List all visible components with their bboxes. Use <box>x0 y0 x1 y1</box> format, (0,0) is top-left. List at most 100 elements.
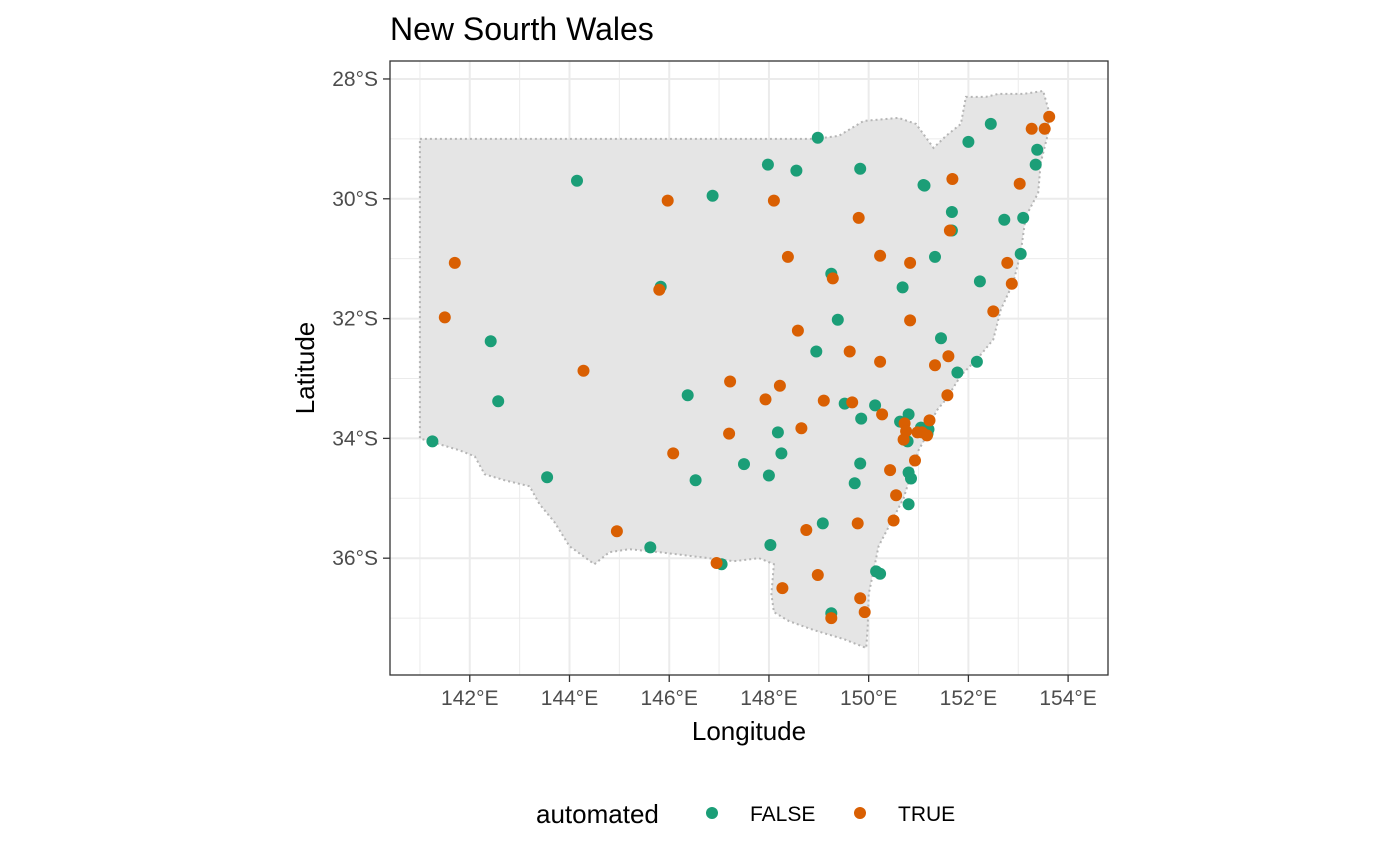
y-axis-label: Latitude <box>290 322 320 415</box>
station-point-true <box>661 194 674 207</box>
station-point-true <box>923 414 936 427</box>
station-point-false <box>905 472 917 485</box>
station-point-true <box>773 379 786 392</box>
station-point-false <box>970 355 983 368</box>
station-point-true <box>890 489 903 502</box>
station-point-true <box>946 173 959 185</box>
station-point-true <box>904 314 917 327</box>
station-point-false <box>854 457 867 470</box>
station-point-true <box>1025 122 1038 135</box>
station-point-true <box>909 454 921 467</box>
station-point-false <box>681 389 694 402</box>
station-point-false <box>541 471 554 484</box>
station-point-true <box>941 389 954 402</box>
station-point-false <box>1029 158 1042 171</box>
panel-border <box>389 60 1109 676</box>
station-point-true <box>1013 177 1026 190</box>
station-point-false <box>935 332 947 345</box>
station-point-true <box>921 429 933 442</box>
station-point-true <box>653 283 666 296</box>
station-point-true <box>800 524 813 536</box>
station-point-true <box>852 211 865 224</box>
station-point-false <box>571 174 583 187</box>
station-point-false <box>962 135 975 148</box>
station-point-true <box>826 272 839 285</box>
station-point-true <box>610 525 623 538</box>
station-point-false <box>869 399 882 412</box>
station-point-true <box>887 514 900 527</box>
x-tick-label: 142°E <box>441 687 498 710</box>
station-point-true <box>723 427 736 440</box>
x-tick-label: 146°E <box>640 687 697 710</box>
station-point-false <box>810 345 823 358</box>
station-point-true <box>851 517 864 530</box>
station-point-false <box>848 477 861 490</box>
station-point-false <box>1031 143 1044 156</box>
station-point-false <box>902 408 915 421</box>
y-tick-label: 30°S <box>332 188 378 211</box>
station-point-false <box>855 412 868 425</box>
y-axis: 28°S 30°S 32°S 34°S 36°S <box>332 68 390 570</box>
station-point-true <box>817 394 830 407</box>
station-point-false <box>775 447 788 460</box>
station-point-false <box>426 435 439 448</box>
plot-panel <box>389 60 1109 676</box>
station-point-false <box>945 206 958 218</box>
station-point-false <box>761 158 774 171</box>
station-point-true <box>448 256 461 269</box>
station-points <box>426 110 1056 625</box>
station-point-true <box>942 350 955 363</box>
station-point-false <box>738 458 750 471</box>
station-point-true <box>795 422 808 435</box>
station-point-false <box>984 117 997 130</box>
station-point-false <box>689 474 702 487</box>
station-point-false <box>874 567 887 580</box>
station-point-true <box>1043 110 1056 123</box>
station-point-true <box>987 305 1000 318</box>
station-point-true <box>943 224 956 237</box>
x-tick-label: 148°E <box>740 687 797 710</box>
station-point-false <box>902 498 915 511</box>
x-tick-label: 154°E <box>1039 687 1096 710</box>
station-point-false <box>917 179 930 191</box>
legend-label-true: TRUE <box>898 803 955 826</box>
station-point-true <box>759 393 772 406</box>
station-point-false <box>484 335 497 348</box>
station-point-true <box>858 606 871 619</box>
station-point-false <box>816 517 829 530</box>
station-point-true <box>577 364 590 377</box>
chart-title: New Sourth Wales <box>390 11 654 47</box>
station-point-true <box>767 194 780 207</box>
station-point-true <box>846 396 859 409</box>
x-tick-label: 150°E <box>840 687 897 710</box>
station-point-false <box>790 164 803 177</box>
station-point-true <box>1038 122 1051 135</box>
station-point-false <box>771 426 784 439</box>
station-point-true <box>791 324 804 337</box>
station-point-false <box>896 281 909 294</box>
station-point-true <box>904 256 917 269</box>
station-point-true <box>781 250 794 263</box>
station-point-false <box>973 275 986 288</box>
station-point-true <box>710 557 723 569</box>
station-point-false <box>1014 247 1027 260</box>
station-point-true <box>874 355 887 368</box>
station-point-true <box>438 311 451 324</box>
y-tick-label: 28°S <box>332 68 378 91</box>
x-tick-label: 144°E <box>541 687 598 710</box>
station-point-true <box>876 408 889 421</box>
station-point-false <box>644 541 657 554</box>
station-point-true <box>854 592 867 605</box>
station-point-true <box>843 345 856 358</box>
station-point-true <box>825 612 838 625</box>
station-point-true <box>884 464 897 477</box>
legend-label-false: FALSE <box>750 803 815 826</box>
station-point-false <box>854 162 867 175</box>
station-point-true <box>1005 277 1018 290</box>
station-point-true <box>811 569 824 581</box>
y-tick-label: 32°S <box>332 308 378 331</box>
station-point-false <box>951 366 964 379</box>
new-south-wales-region <box>418 89 1050 650</box>
legend-title: automated <box>536 799 659 829</box>
